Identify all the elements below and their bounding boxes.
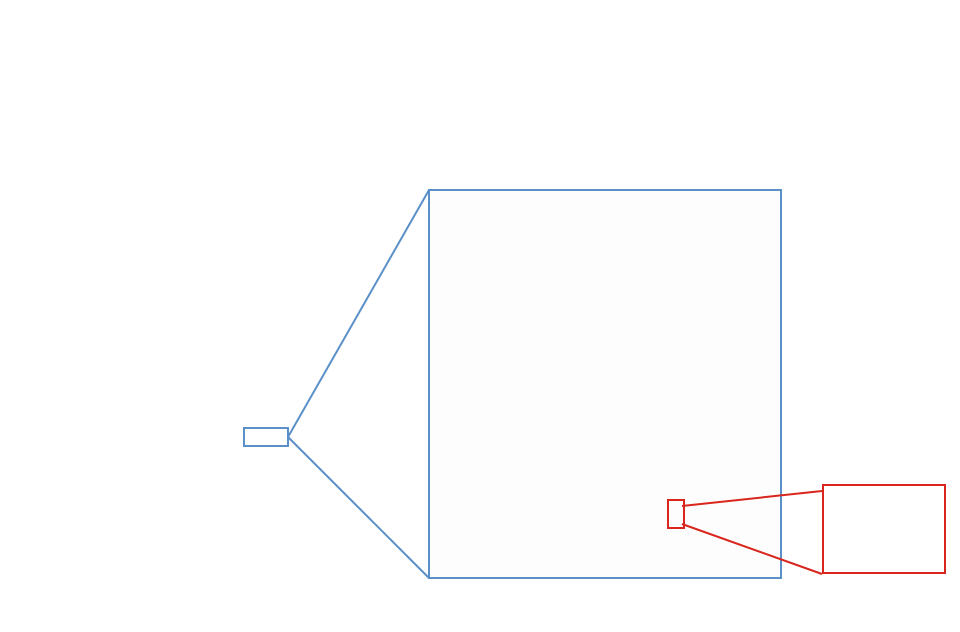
supertree-inset-frame (428, 189, 782, 579)
callout-connector-top (681, 490, 823, 507)
zoom-connector-bottom (287, 436, 430, 579)
zoom-source-box (243, 427, 289, 447)
callout-connector-bottom (681, 523, 823, 575)
callout-target-box (667, 499, 685, 529)
zoom-connector-top (287, 189, 430, 438)
supersmart-callout (822, 484, 946, 574)
